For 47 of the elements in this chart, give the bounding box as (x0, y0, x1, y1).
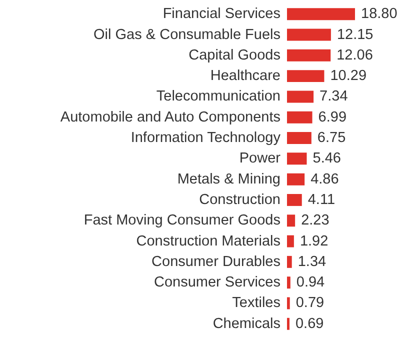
bar (287, 8, 355, 20)
data-label: 4.11 (308, 192, 336, 208)
data-label: 0.69 (295, 316, 324, 332)
bar (287, 297, 290, 310)
y-tick-label: Textiles (232, 295, 280, 312)
data-label: 12.06 (336, 47, 373, 64)
bar (287, 276, 290, 289)
bar (287, 256, 292, 268)
bar (287, 235, 294, 248)
y-tick-label: Construction Materials (136, 233, 280, 250)
data-label: 5.46 (312, 150, 341, 167)
y-tick-label: Power (239, 150, 281, 167)
bar (287, 214, 296, 227)
bar (287, 70, 324, 82)
y-tick-label: Fast Moving Consumer Goods (84, 212, 280, 229)
y-tick-label: Oil Gas & Consumable Fuels (94, 26, 280, 43)
data-label: 0.94 (296, 274, 325, 291)
bar (287, 132, 312, 144)
y-tick-label: Metals & Mining (177, 171, 280, 188)
data-label: 1.92 (300, 233, 328, 250)
y-tick-label: Automobile and Auto Components (60, 109, 280, 126)
data-label: 10.29 (330, 68, 367, 84)
data-label: 0.79 (296, 295, 324, 312)
y-tick-label: Chemicals (212, 316, 280, 332)
y-tick-label: Capital Goods (188, 47, 280, 64)
data-label: 4.86 (310, 171, 339, 188)
bar (287, 152, 307, 165)
y-tick-label: Financial Services (162, 6, 280, 22)
data-label: 1.34 (298, 254, 326, 270)
y-tick-label: Healthcare (210, 68, 280, 84)
data-label: 6.75 (317, 130, 346, 146)
y-tick-label: Consumer Services (154, 274, 280, 291)
bar (287, 173, 305, 186)
y-tick-label: Construction (199, 192, 280, 208)
data-label: 18.80 (361, 6, 398, 22)
y-tick-label: Information Technology (130, 130, 282, 146)
y-tick-label: Consumer Durables (152, 254, 280, 270)
bar (287, 90, 314, 103)
data-label: 6.99 (318, 109, 347, 126)
bar (287, 49, 331, 62)
data-label: 12.15 (336, 26, 374, 43)
data-label: 2.23 (301, 212, 330, 229)
bar (287, 194, 302, 206)
bar (287, 111, 312, 124)
data-label: 7.34 (320, 88, 348, 105)
bar (287, 28, 331, 41)
y-tick-label: Telecommunication (156, 88, 280, 105)
